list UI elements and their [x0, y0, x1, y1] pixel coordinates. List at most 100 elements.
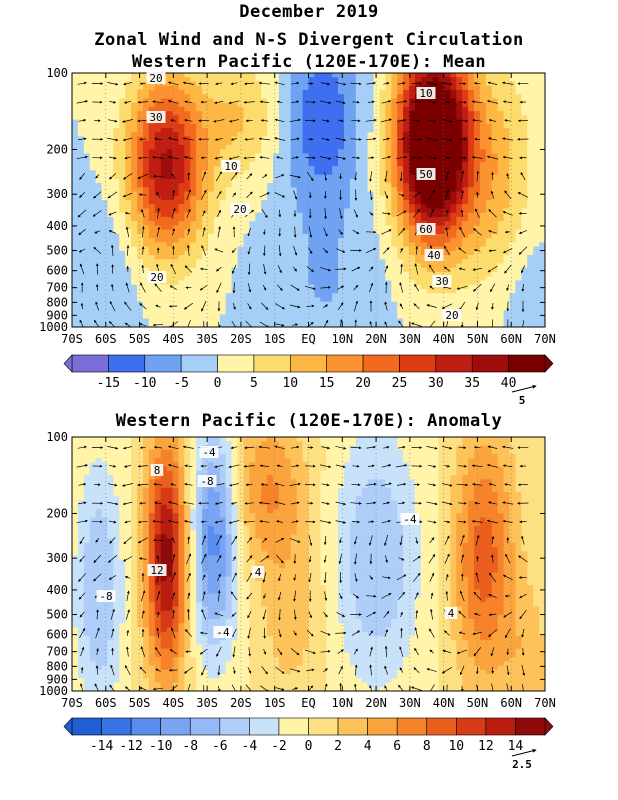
field-cell: [178, 238, 185, 243]
field-cell: [95, 301, 103, 307]
field-cell: [444, 183, 451, 188]
field-cell: [125, 166, 132, 171]
field-cell: [131, 276, 138, 282]
field-cell: [491, 161, 499, 167]
field-cell: [290, 119, 298, 125]
field-cell: [166, 305, 174, 311]
field-cell: [72, 204, 79, 210]
field-cell: [308, 128, 316, 133]
field-cell: [243, 115, 250, 121]
field-cell: [326, 314, 333, 320]
field-cell: [225, 225, 233, 231]
field-cell: [255, 94, 262, 99]
field-cell: [444, 123, 451, 129]
field-cell: [355, 200, 363, 205]
field-cell: [249, 216, 256, 222]
field-cell: [503, 123, 511, 129]
field-cell: [72, 115, 79, 121]
field-cell: [302, 255, 310, 260]
field-cell: [284, 140, 292, 146]
field-cell: [343, 310, 351, 315]
field-cell: [231, 284, 239, 290]
field-cell: [332, 191, 339, 197]
field-cell: [432, 271, 440, 277]
field-cell: [533, 263, 540, 269]
field-cell: [444, 271, 451, 277]
field-cell: [479, 200, 487, 205]
field-cell: [397, 98, 404, 104]
field-cell: [225, 305, 233, 311]
field-cell: [314, 242, 321, 248]
field-cell: [255, 187, 262, 193]
field-cell: [89, 242, 97, 248]
field-cell: [125, 305, 132, 311]
field-cell: [190, 102, 197, 108]
field-cell: [290, 106, 298, 112]
field-cell: [255, 263, 262, 269]
field-cell: [527, 166, 534, 171]
field-cell: [290, 250, 298, 256]
field-cell: [255, 157, 262, 163]
field-cell: [202, 246, 209, 252]
field-cell: [521, 144, 528, 150]
field-cell: [409, 216, 416, 222]
field-cell: [125, 178, 132, 184]
field-cell: [515, 250, 522, 256]
field-cell: [231, 255, 239, 260]
field-cell: [231, 200, 239, 205]
field-cell: [137, 310, 144, 315]
field-cell: [314, 153, 321, 159]
field-cell: [172, 263, 180, 269]
field-cell: [397, 132, 404, 138]
field-cell: [403, 208, 410, 214]
field-cell: [403, 166, 410, 171]
field-cell: [373, 128, 381, 133]
field-cell: [338, 89, 345, 95]
field-cell: [343, 178, 351, 184]
field-cell: [296, 318, 304, 324]
field-cell: [391, 106, 398, 112]
field-cell: [95, 263, 103, 269]
field-cell: [255, 195, 262, 201]
field-cell: [207, 263, 215, 269]
field-cell: [539, 259, 545, 265]
field-cell: [184, 187, 191, 193]
field-cell: [338, 208, 345, 214]
field-cell: [332, 115, 339, 121]
field-cell: [533, 200, 540, 205]
field-cell: [190, 170, 197, 176]
field-cell: [148, 187, 156, 193]
field-cell: [444, 284, 451, 290]
field-cell: [361, 115, 369, 121]
field-cell: [83, 301, 91, 307]
field-cell: [278, 225, 286, 231]
field-cell: [539, 255, 545, 260]
field-cell: [379, 153, 386, 159]
field-cell: [213, 170, 221, 176]
field-cell: [302, 229, 310, 235]
field-cell: [178, 301, 185, 307]
field-cell: [361, 204, 369, 210]
field-cell: [261, 301, 268, 307]
field-cell: [202, 305, 209, 311]
field-cell: [255, 204, 262, 210]
field-cell: [320, 149, 327, 155]
field-cell: [349, 102, 357, 108]
field-cell: [278, 85, 286, 91]
field-cell: [72, 140, 79, 146]
field-cell: [202, 132, 209, 138]
field-cell: [373, 89, 381, 95]
field-cell: [142, 94, 150, 99]
field-cell: [373, 174, 381, 180]
field-cell: [278, 200, 286, 205]
field-cell: [131, 106, 138, 112]
field-cell: [320, 166, 327, 171]
field-cell: [314, 73, 321, 78]
field-cell: [485, 123, 493, 129]
wind-vector: [169, 285, 177, 290]
field-cell: [438, 85, 446, 91]
field-cell: [83, 111, 91, 116]
field-cell: [290, 161, 298, 167]
field-cell: [414, 276, 422, 282]
field-cell: [450, 250, 457, 256]
